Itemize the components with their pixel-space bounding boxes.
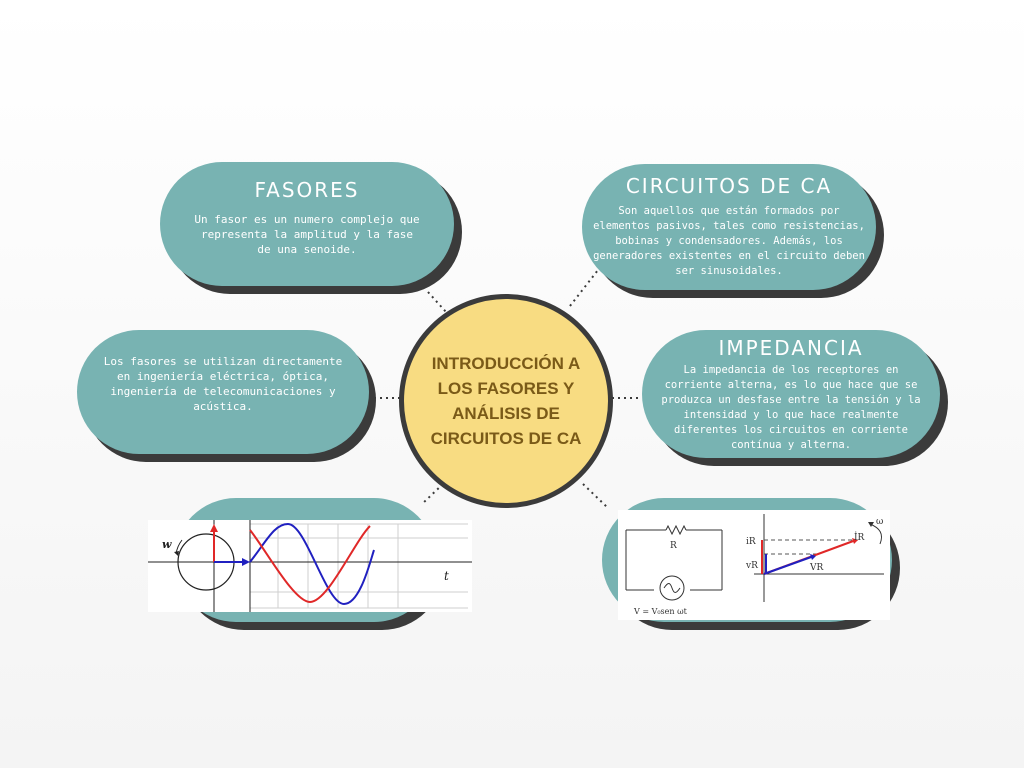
connector-circuitos	[569, 269, 599, 307]
voltage-phasor-label: VR	[809, 563, 823, 573]
impedancia-text: La impedancia de los receptores en corri…	[661, 364, 921, 451]
circuitos-title: CIRCUITOS DE CA	[625, 174, 833, 198]
voltage-axis-label: vR	[745, 561, 758, 571]
circuitos-text: Son aquellos que están formados por elem…	[593, 205, 865, 277]
current-axis-label: iR	[746, 537, 756, 547]
blue-wave	[249, 522, 375, 606]
central-topic: INTRODUCCIÓN A LOS FASORES Y ANÁLISIS DE…	[399, 294, 613, 508]
connector-phasor-figure	[421, 483, 444, 505]
circuit-figure: R V = V₀sen ωt iR vR İR VR ω	[618, 510, 890, 620]
circuitos-node: CIRCUITOS DE CA Son aquellos que están f…	[582, 164, 876, 290]
aplicaciones-node: Los fasores se utilizan directamente en …	[77, 330, 369, 454]
omega-rotation-label: ω	[876, 517, 883, 527]
impedancia-node: IMPEDANCIA La impedancia de los receptor…	[642, 330, 940, 458]
connector-circuit-figure	[582, 483, 609, 509]
connector-fasores	[427, 291, 447, 313]
phasor-figure: w t	[148, 520, 472, 612]
fasores-title: FASORES	[254, 178, 360, 202]
impedancia-title: IMPEDANCIA	[718, 336, 864, 360]
aplicaciones-text: Los fasores se utilizan directamente en …	[103, 355, 343, 413]
fasores-node: FASORES Un fasor es un numero complejo q…	[160, 162, 454, 286]
fasores-text: Un fasor es un numero complejo que repre…	[194, 213, 420, 256]
source-label: V = V₀sen ωt	[633, 607, 688, 616]
central-topic-title: INTRODUCCIÓN A LOS FASORES Y ANÁLISIS DE…	[430, 354, 582, 448]
resistor-label: R	[670, 541, 677, 551]
red-wave	[249, 525, 371, 604]
omega-label: w	[162, 538, 172, 551]
time-axis-label: t	[444, 569, 449, 583]
current-phasor-label: İR	[854, 531, 865, 543]
